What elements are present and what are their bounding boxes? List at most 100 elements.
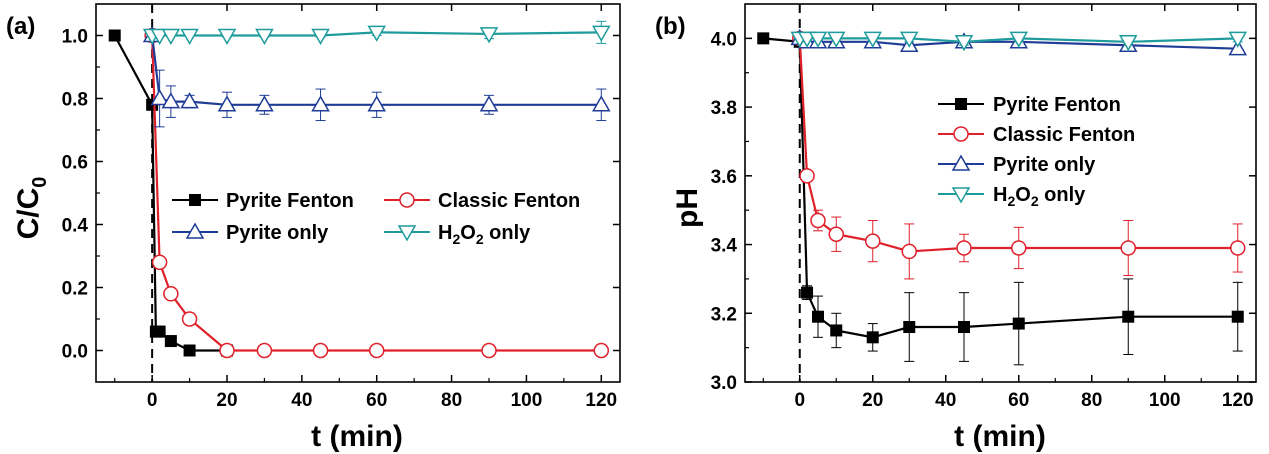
point-pyrite-fenton-b-5 bbox=[866, 331, 879, 344]
legend-h2o2-tail-a: only bbox=[484, 222, 532, 244]
y-axis-title-sub-a: 0 bbox=[29, 177, 51, 188]
legend-marker-h2o2-only-a bbox=[397, 225, 417, 242]
x-tick-label-b-0: 0 bbox=[794, 390, 805, 411]
series-pyrite-fenton-a bbox=[108, 29, 233, 357]
point-h2o2-only-b-4 bbox=[863, 31, 883, 48]
point-classic-fenton-b-5 bbox=[901, 243, 917, 260]
point-pyrite-only-a-5 bbox=[255, 95, 274, 112]
point-pyrite-only-a-7 bbox=[367, 95, 387, 112]
legend-h2o2-h-a: H bbox=[438, 222, 452, 244]
point-h2o2-only-b-7 bbox=[1009, 31, 1029, 48]
point-classic-fenton-a-7 bbox=[368, 342, 385, 359]
x-tick-label-a-60: 60 bbox=[366, 390, 387, 411]
legend-entry-h2o2-only-a: H2O2 only bbox=[384, 222, 531, 247]
point-pyrite-fenton-a-3 bbox=[153, 325, 166, 338]
point-h2o2-only-b-9 bbox=[1228, 31, 1248, 48]
point-h2o2-only-b-5 bbox=[899, 31, 919, 48]
x-tick-label-b-60: 60 bbox=[1008, 390, 1029, 411]
point-classic-fenton-a-1 bbox=[151, 254, 168, 271]
point-pyrite-fenton-b-4 bbox=[830, 324, 843, 337]
series-line-classic-fenton-b bbox=[798, 38, 1238, 253]
y-axis-title-a: C/C0 bbox=[12, 177, 51, 240]
legend-entry-classic-fenton-b: Classic Fenton bbox=[938, 124, 1135, 146]
legend-h2o2-sub1-a: 2 bbox=[452, 231, 460, 247]
y-tick-label-b-3-6: 3.6 bbox=[711, 167, 737, 188]
point-pyrite-fenton-a-4 bbox=[164, 335, 177, 348]
point-pyrite-only-a-8 bbox=[479, 95, 499, 112]
point-pyrite-only-a-3 bbox=[180, 92, 199, 109]
legend-h2o2-tail-b: only bbox=[1039, 184, 1087, 206]
point-pyrite-fenton-a-0 bbox=[108, 29, 121, 42]
legend-h2o2-o-b: O bbox=[1015, 184, 1031, 206]
legend-label-pyrite-only-a: Pyrite only bbox=[226, 222, 329, 244]
legend-marker-pyrite-only-a bbox=[185, 222, 205, 239]
legend-h2o2-sub2-a: 2 bbox=[476, 231, 484, 247]
y-tick-label-b-3: 3.0 bbox=[711, 373, 737, 394]
legend-h2o2-sub2-b: 2 bbox=[1031, 193, 1039, 209]
legend-marker-pyrite-only-b bbox=[951, 154, 971, 171]
legend-entry-h2o2-only-b: H2O2 only bbox=[938, 184, 1086, 209]
y-axis-title-main-a: C/C bbox=[12, 188, 45, 240]
legend-entry-classic-fenton-a: Classic Fenton bbox=[384, 190, 580, 212]
point-pyrite-fenton-a-5 bbox=[183, 344, 196, 357]
point-h2o2-only-a-5 bbox=[255, 28, 274, 46]
point-pyrite-only-a-4 bbox=[217, 95, 237, 112]
legend-marker-h2o2-only-b bbox=[951, 187, 971, 204]
plot-area-a: 0 20 40 60 80 100 120 0.0 0.2 0.4 0.6 0.8 1.0 bbox=[62, 3, 621, 411]
series-line-pyrite-only-b bbox=[799, 37, 1238, 50]
x-tick-label-b-40: 40 bbox=[935, 390, 956, 411]
y-tick-label-b-3-2: 3.2 bbox=[711, 304, 737, 325]
x-tick-label-b-20: 20 bbox=[862, 390, 883, 411]
series-h2o2-only-b bbox=[790, 31, 1248, 52]
legend-a: Pyrite Fenton Classic Fenton Pyrite only… bbox=[172, 190, 580, 247]
legend-label-h2o2-only-b: H2O2 only bbox=[993, 184, 1086, 209]
legend-label-h2o2-only-a: H2O2 only bbox=[438, 222, 531, 247]
legend-marker-classic-fenton-a bbox=[399, 192, 415, 208]
point-pyrite-fenton-b-8 bbox=[1012, 317, 1025, 330]
x-tick-label-a-20: 20 bbox=[216, 390, 237, 411]
point-classic-fenton-b-1 bbox=[799, 168, 815, 184]
point-classic-fenton-b-4 bbox=[865, 233, 881, 249]
point-h2o2-only-b-1 bbox=[797, 31, 817, 48]
legend-label-classic-fenton-b: Classic Fenton bbox=[993, 124, 1135, 146]
point-h2o2-only-a-9 bbox=[591, 25, 611, 42]
point-pyrite-fenton-b-10 bbox=[1231, 310, 1244, 323]
series-line-h2o2-only-b bbox=[799, 37, 1238, 43]
x-tick-label-b-120: 120 bbox=[1222, 390, 1254, 411]
point-classic-fenton-a-6 bbox=[312, 342, 329, 359]
legend-entry-pyrite-only-b: Pyrite only bbox=[938, 154, 1096, 176]
x-tick-label-a-100: 100 bbox=[511, 390, 543, 411]
point-pyrite-fenton-b-6 bbox=[903, 321, 916, 334]
y-tick-label-b-3-8: 3.8 bbox=[711, 98, 737, 119]
plot-area-b: 0 20 40 60 80 100 120 3.0 3.2 3.4 3.6 3.8 4.0 bbox=[711, 3, 1257, 411]
series-pyrite-fenton-b bbox=[757, 32, 1244, 366]
point-classic-fenton-a-4 bbox=[219, 342, 235, 359]
point-classic-fenton-b-2 bbox=[810, 212, 826, 229]
point-h2o2-only-a-7 bbox=[367, 25, 387, 42]
point-classic-fenton-a-8 bbox=[481, 342, 497, 359]
point-pyrite-fenton-b-3 bbox=[812, 310, 824, 323]
legend-b: Pyrite Fenton Classic Fenton Pyrite only… bbox=[938, 94, 1135, 209]
x-axis-title-b: t (min) bbox=[954, 420, 1046, 453]
legend-entry-pyrite-fenton-a: Pyrite Fenton bbox=[172, 190, 354, 212]
series-line-classic-fenton-a bbox=[151, 35, 602, 352]
legend-label-pyrite-only-b: Pyrite only bbox=[993, 154, 1096, 176]
point-pyrite-only-a-1 bbox=[150, 88, 169, 106]
point-classic-fenton-a-2 bbox=[163, 286, 179, 302]
point-h2o2-only-b-2 bbox=[808, 31, 828, 48]
series-line-pyrite-fenton-a bbox=[113, 34, 227, 352]
x-tick-label-a-120: 120 bbox=[585, 390, 617, 411]
point-pyrite-only-a-2 bbox=[161, 92, 181, 109]
legend-label-pyrite-fenton-a: Pyrite Fenton bbox=[226, 190, 354, 212]
y-tick-label-b-3-4: 3.4 bbox=[711, 236, 738, 257]
point-h2o2-only-a-1 bbox=[150, 28, 169, 46]
point-classic-fenton-b-6 bbox=[956, 240, 972, 256]
legend-h2o2-h-b: H bbox=[993, 184, 1007, 206]
legend-marker-pyrite-fenton-b bbox=[955, 98, 967, 110]
y-tick-label-a-0: 0.0 bbox=[62, 342, 88, 363]
point-pyrite-fenton-b-2 bbox=[801, 286, 814, 299]
point-classic-fenton-a-5 bbox=[256, 342, 273, 359]
y-axis-title-b: pH bbox=[671, 188, 704, 228]
point-pyrite-fenton-b-9 bbox=[1122, 310, 1135, 323]
point-pyrite-only-a-6 bbox=[311, 95, 330, 112]
